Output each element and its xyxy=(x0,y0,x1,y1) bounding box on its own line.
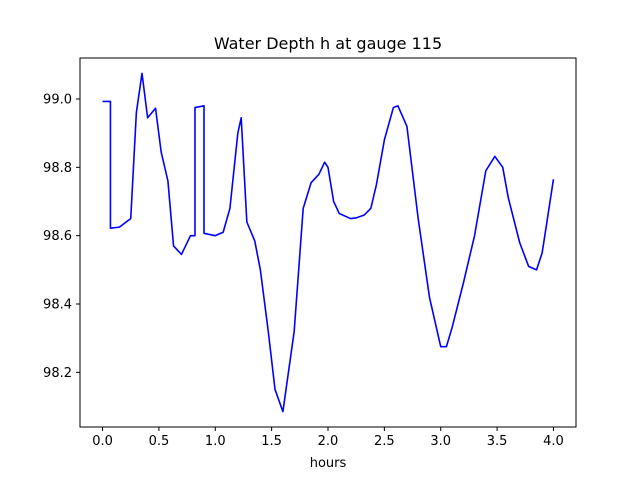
x-tick-label: 0.5 xyxy=(149,434,170,449)
y-tick-label: 98.8 xyxy=(43,161,72,176)
y-tick-label: 99.0 xyxy=(43,93,72,108)
x-tick-label: 4.0 xyxy=(543,434,564,449)
x-tick-label: 3.5 xyxy=(487,434,508,449)
y-tick-label: 98.4 xyxy=(43,298,72,313)
y-axis: 98.2 98.4 98.6 98.8 99.0 xyxy=(43,93,80,381)
y-tick-label: 98.2 xyxy=(43,366,72,381)
x-tick-label: 2.0 xyxy=(318,434,339,449)
x-tick-label: 2.5 xyxy=(374,434,395,449)
y-tick-label: 98.6 xyxy=(43,229,72,244)
x-tick-label: 0.0 xyxy=(92,434,113,449)
x-tick-label: 3.0 xyxy=(430,434,451,449)
series-line-0 xyxy=(102,72,555,413)
x-tick-label: 1.5 xyxy=(261,434,282,449)
plot-frame xyxy=(79,57,577,428)
plot-area xyxy=(102,72,555,413)
x-axis: 0.0 0.5 1.0 1.5 2.0 2.5 3.0 3.5 4.0 xyxy=(92,427,564,449)
x-axis-label: hours xyxy=(310,456,347,471)
x-tick-label: 1.0 xyxy=(205,434,226,449)
chart-title: Water Depth h at gauge 115 xyxy=(214,34,442,53)
